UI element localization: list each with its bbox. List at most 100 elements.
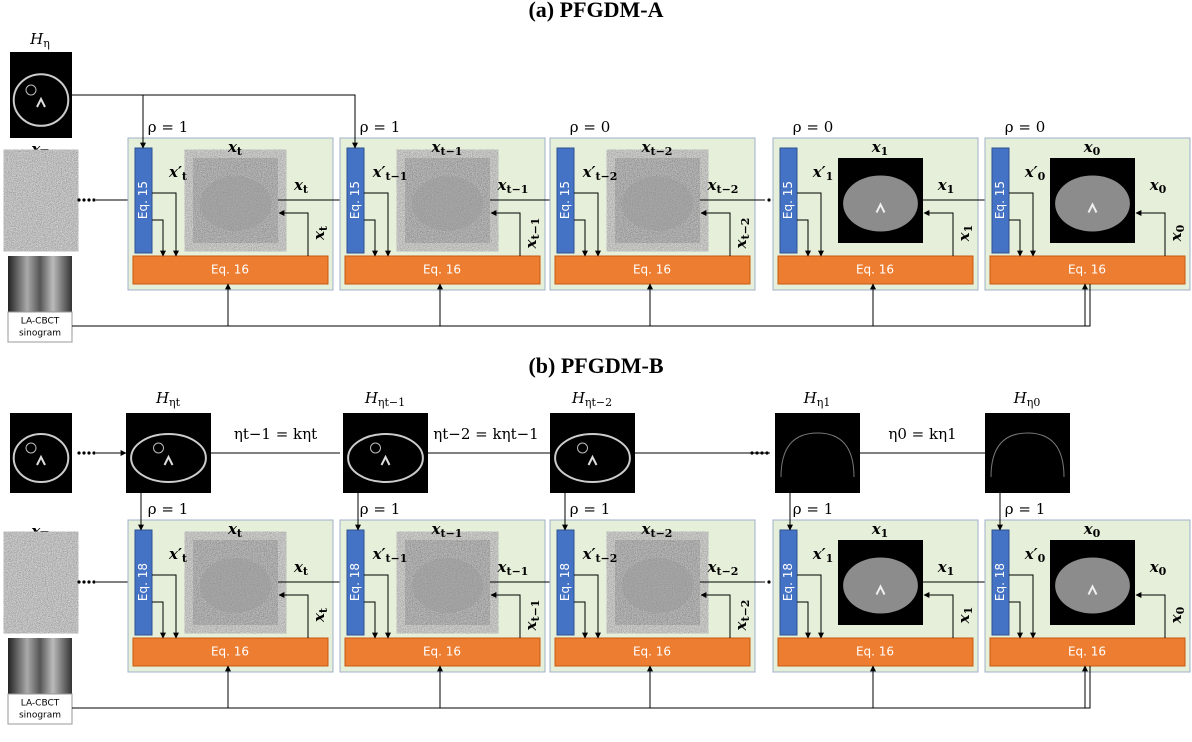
relation-label: ηt−2 = kηt−1	[433, 425, 538, 443]
h-step-label-sub: ηt	[169, 396, 181, 409]
rho-label: ρ = 1	[570, 500, 610, 518]
x-label-sub: t	[237, 145, 243, 158]
x-out-label-sub: 1	[947, 565, 955, 578]
h-step-image	[775, 413, 860, 493]
blue-bar-label: Eq. 15	[993, 181, 1007, 219]
ellipsis-dot	[767, 580, 770, 583]
x-label-sub: 1	[881, 527, 889, 540]
blue-bar-label: Eq. 15	[781, 181, 795, 219]
noise-image-noise	[10, 540, 72, 625]
x-prime-label-base: x′	[582, 545, 596, 563]
ellipsis-dot	[92, 451, 95, 454]
x-prime-label-sub: 0	[1038, 552, 1046, 565]
x-prime-label-base: x′	[812, 163, 826, 181]
x-prime-label-base: x′	[1024, 163, 1038, 181]
x-prime-label-base: x′	[168, 163, 182, 181]
rho-label: ρ = 0	[570, 118, 610, 136]
block-image-body	[622, 558, 693, 612]
orange-bar-label: Eq. 16	[1068, 263, 1106, 277]
x-prime-label-sub: t−1	[385, 170, 407, 183]
rho-label: ρ = 1	[1005, 500, 1045, 518]
x-back-label-sub: 1	[962, 607, 975, 615]
h-step-label-sub: ηt−2	[585, 396, 612, 409]
rho-label: ρ = 1	[360, 118, 400, 136]
x-back-label-sub: t	[317, 225, 330, 231]
ellipsis-dot	[92, 580, 95, 583]
ellipsis-dot	[82, 580, 85, 583]
orange-bar-label: Eq. 16	[856, 645, 894, 659]
x-prime-label-base: x′	[1024, 545, 1038, 563]
x-back-label-sub: t−1	[529, 218, 542, 240]
x-out-label-sub: t	[303, 183, 309, 196]
rho-label: ρ = 0	[1005, 118, 1045, 136]
h-step-label: Hη0	[1013, 389, 1041, 409]
blue-bar-label: Eq. 18	[558, 563, 572, 601]
x-back-label-sub: t−1	[529, 600, 542, 622]
h-label: Hη	[29, 30, 50, 50]
x-prime-label-sub: 0	[1038, 170, 1046, 183]
relation-label: ηt−1 = kηt	[234, 425, 317, 443]
ellipsis-dot	[765, 451, 768, 454]
ellipsis-dot	[77, 580, 80, 583]
sinogram-label: LA-CBCT	[21, 699, 60, 709]
relation-label: η0 = kη1	[888, 425, 956, 443]
block-image-body	[412, 176, 483, 230]
x-prime-label-sub: t−1	[385, 552, 407, 565]
sinogram-image-sino	[8, 256, 72, 312]
h-step-label-base: H	[155, 389, 170, 407]
h-step-label-base: H	[364, 389, 379, 407]
x-out-label-sub: 1	[947, 183, 955, 196]
diagram: (a) PFGDM-AHηxTLA-CBCTsinogramEq. 15Eq. …	[0, 0, 1192, 742]
ellipsis-dot	[767, 198, 770, 201]
blue-bar-label: Eq. 18	[348, 563, 362, 601]
x-out-label-sub: t	[303, 565, 309, 578]
orange-bar-label: Eq. 16	[423, 645, 461, 659]
orange-bar-label: Eq. 16	[423, 263, 461, 277]
sinogram-label: sinogram	[19, 711, 61, 721]
xT-label: xT	[30, 522, 49, 542]
x-back-label-sub: 1	[962, 225, 975, 233]
x-label-sub: t−1	[441, 145, 463, 158]
x-back-label-sub: 0	[1174, 224, 1187, 232]
xT-label: xT	[30, 140, 49, 160]
blue-bar-label: Eq. 15	[136, 181, 150, 219]
rho-label: ρ = 1	[793, 500, 833, 518]
x-out-label-sub: t−1	[507, 183, 529, 196]
x-out-label-sub: t−2	[717, 565, 739, 578]
orange-bar-label: Eq. 16	[211, 263, 249, 277]
sinogram-label: sinogram	[19, 329, 61, 339]
ellipsis-dot	[750, 451, 753, 454]
ellipsis-dot	[77, 198, 80, 201]
sinogram-label: LA-CBCT	[21, 317, 60, 327]
h-step-label-sub: ηt−1	[378, 396, 405, 409]
orange-bar-label: Eq. 16	[633, 263, 671, 277]
x-out-label-sub: 0	[1159, 565, 1167, 578]
h-step-label: Hηt−1	[364, 389, 405, 409]
block-image-body	[412, 558, 483, 612]
x-out-label-sub: t−2	[717, 183, 739, 196]
rho-label: ρ = 1	[148, 500, 188, 518]
x-label-sub: t	[237, 527, 243, 540]
h-label-base: H	[29, 30, 44, 48]
x-label-sub: t−2	[651, 145, 673, 158]
rho-label: ρ = 1	[148, 118, 188, 136]
x-back-label-sub: t−2	[739, 600, 752, 622]
blue-bar-label: Eq. 15	[558, 181, 572, 219]
x-prime-label-base: x′	[812, 545, 826, 563]
ellipsis-dot	[755, 451, 758, 454]
ellipsis-dot	[92, 198, 95, 201]
x-label-sub: 0	[1093, 145, 1101, 158]
ellipsis-dot	[82, 451, 85, 454]
ellipsis-dot	[87, 451, 90, 454]
h-step-label: Hη1	[803, 389, 831, 409]
x-label-sub: t−1	[441, 527, 463, 540]
panel-title: (b) PFGDM-B	[528, 353, 663, 378]
orange-bar-label: Eq. 16	[1068, 645, 1106, 659]
orange-bar-label: Eq. 16	[211, 645, 249, 659]
h-label-sub: η	[43, 37, 50, 50]
h-step-label-base: H	[571, 389, 586, 407]
block-image-body	[622, 176, 693, 230]
h-step-label-base: H	[803, 389, 818, 407]
ellipsis-dot	[760, 451, 763, 454]
rho-label: ρ = 1	[360, 500, 400, 518]
